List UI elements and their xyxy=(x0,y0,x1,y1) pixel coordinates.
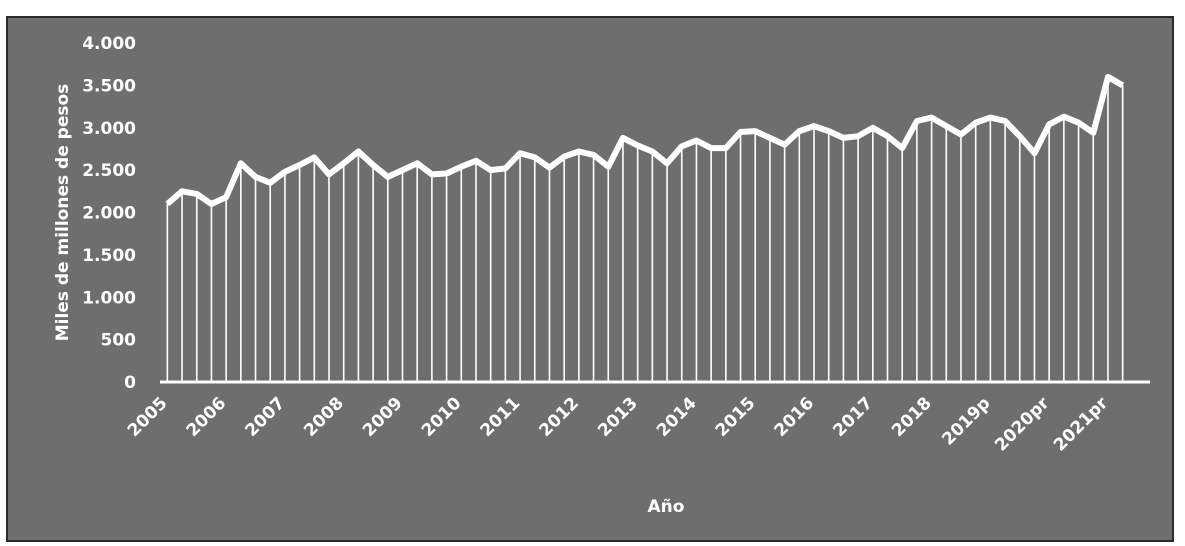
x-axis-title: Año xyxy=(648,497,685,517)
y-tick-label: 0 xyxy=(124,373,136,393)
x-tick-label: 2019p xyxy=(938,393,994,449)
x-tick-label: 2012 xyxy=(535,393,583,441)
series-line xyxy=(165,73,1125,207)
y-axis-title: Miles de millones de pesos xyxy=(53,84,73,342)
y-tick-label: 1.000 xyxy=(82,288,136,308)
x-tick-label: 2006 xyxy=(183,393,231,441)
x-tick-label: 2014 xyxy=(653,393,701,441)
y-tick-label: 3.500 xyxy=(82,76,136,96)
y-tick-label: 2.500 xyxy=(82,161,136,181)
y-tick-label: 1.500 xyxy=(82,246,136,266)
x-tick-label: 2013 xyxy=(594,393,642,441)
y-tick-label: 4.000 xyxy=(82,34,136,54)
y-tick-label: 3.000 xyxy=(82,119,136,139)
x-tick-label: 2016 xyxy=(771,393,819,441)
x-tick-label: 2017 xyxy=(829,393,877,441)
x-tick-label: 2010 xyxy=(418,393,466,441)
x-tick-label: 2015 xyxy=(712,393,760,441)
chart-frame: 0 500 1.000 1.500 2.000 2.500 3.000 3.500 4.000 M… xyxy=(6,16,1174,542)
y-tick-label: 500 xyxy=(101,331,137,351)
x-tick-label: 2021pr xyxy=(1050,393,1113,456)
x-tick-label: 2007 xyxy=(242,393,290,441)
x-tick-label: 2008 xyxy=(300,393,348,441)
x-tick-label: 2020pr xyxy=(991,393,1054,456)
x-tick-label: 2005 xyxy=(124,393,172,441)
x-tick-label: 2018 xyxy=(888,393,936,441)
x-tick-label: 2009 xyxy=(359,393,407,441)
line-chart: 0 500 1.000 1.500 2.000 2.500 3.000 3.500 4.000 M… xyxy=(53,34,1150,517)
y-tick-label: 2.000 xyxy=(82,204,136,224)
x-tick-label: 2011 xyxy=(477,393,525,441)
